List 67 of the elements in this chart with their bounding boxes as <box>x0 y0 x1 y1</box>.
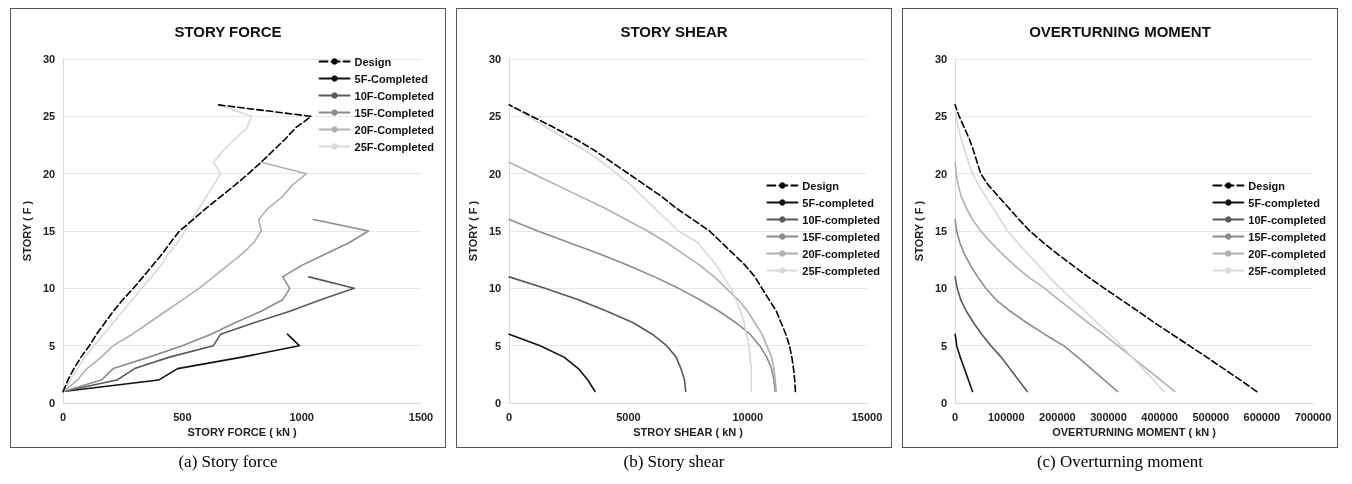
x-tick-label: 15000 <box>851 410 883 423</box>
x-tick-label: 600000 <box>1243 410 1281 423</box>
x-tick-label: 100000 <box>987 410 1025 423</box>
text: (c) Overturning moment <box>1036 452 1204 472</box>
legend-label: Design <box>1248 179 1286 192</box>
x-tick-label: 1500 <box>408 410 434 423</box>
x-tick-label: 0 <box>506 410 513 423</box>
x-tick-label: 10000 <box>732 410 764 423</box>
y-tick-label: 20 <box>934 167 948 180</box>
legend-label: 15F-Completed <box>354 106 435 119</box>
x-tick-label: 500000 <box>1192 410 1230 423</box>
y-tick-label: 5 <box>495 339 502 352</box>
legend-label: Design <box>354 55 392 68</box>
y-tick-label: 15 <box>934 225 948 237</box>
legend-label: 10F-completed <box>802 213 881 226</box>
x-tick-label: 200000 <box>1039 410 1076 423</box>
legend-label: 25F-completed <box>1248 264 1327 277</box>
y-tick-label: 20 <box>42 167 56 180</box>
x-tick-label: 500 <box>173 410 192 423</box>
y-tick-label: 5 <box>49 339 56 352</box>
legend-label: 20F-Completed <box>354 123 435 136</box>
x-tick-label: 700000 <box>1294 410 1332 423</box>
x-tick-label: 1000 <box>289 410 314 423</box>
x-tick-label: 0 <box>60 410 67 423</box>
y-tick-label: 25 <box>488 110 502 123</box>
legend-label: 20F-completed <box>1248 247 1327 260</box>
chart-title: STORY FORCE <box>174 23 282 40</box>
x-tick-label: 400000 <box>1141 410 1178 423</box>
text: (a) Story force <box>178 452 278 472</box>
x-tick-label: 5000 <box>616 410 641 423</box>
legend-label: 15F-completed <box>1248 230 1327 243</box>
y-tick-label: 10 <box>42 282 56 295</box>
chart-title: STORY SHEAR <box>620 23 728 40</box>
legend-label: 5F-completed <box>802 196 874 209</box>
legend-label: Design <box>802 179 840 192</box>
y-tick-label: 30 <box>934 53 948 65</box>
legend-label: 25F-completed <box>802 264 881 277</box>
y-tick-label: 30 <box>42 53 56 65</box>
x-tick-label: 300000 <box>1090 410 1127 423</box>
y-tick-label: 0 <box>495 397 502 409</box>
y-axis-title: STORY ( F ) <box>912 200 925 262</box>
y-axis-title: STORY ( F ) <box>466 200 479 262</box>
legend-label: 5F-completed <box>1248 196 1320 209</box>
y-tick-label: 25 <box>934 110 948 123</box>
y-axis-title: STORY ( F ) <box>20 200 33 262</box>
y-tick-label: 10 <box>488 282 502 295</box>
x-axis-title: STROY SHEAR ( kN ) <box>633 426 744 439</box>
legend-label: 5F-Completed <box>354 72 428 85</box>
x-tick-label: 0 <box>952 410 959 423</box>
y-tick-label: 15 <box>42 225 56 237</box>
y-tick-label: 0 <box>49 397 56 409</box>
x-axis-title: OVERTURNING MOMENT ( kN ) <box>1052 426 1217 439</box>
legend-label: 15F-completed <box>802 230 881 243</box>
legend-label: 20F-completed <box>802 247 881 260</box>
y-tick-label: 15 <box>488 225 502 237</box>
y-tick-label: 25 <box>42 110 56 123</box>
legend-label: 25F-Completed <box>354 140 435 153</box>
y-tick-label: 0 <box>941 397 948 409</box>
chart-title: OVERTURNING MOMENT <box>1029 23 1211 40</box>
y-tick-label: 20 <box>488 167 502 180</box>
y-tick-label: 30 <box>488 53 502 65</box>
text: (b) Story shear <box>623 452 725 472</box>
y-tick-label: 5 <box>941 339 948 352</box>
y-tick-label: 10 <box>934 282 948 295</box>
x-axis-title: STORY FORCE ( kN ) <box>187 426 297 439</box>
legend-label: 10F-Completed <box>354 89 435 102</box>
legend-label: 10F-completed <box>1248 213 1327 226</box>
